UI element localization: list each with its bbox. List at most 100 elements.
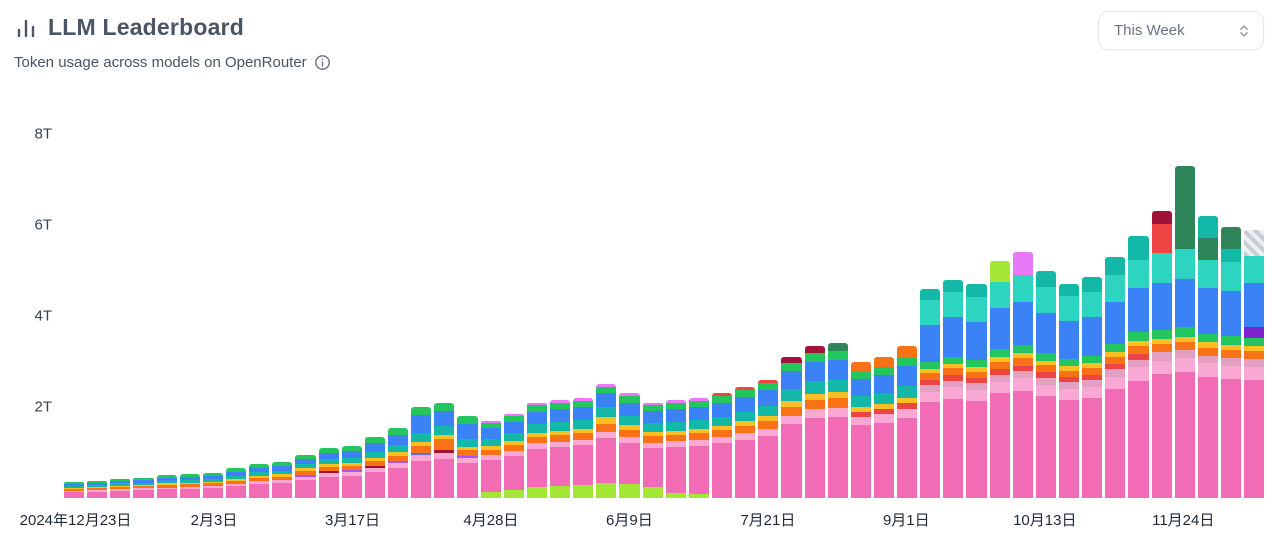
- bar-segment-magenta[interactable]: [596, 384, 617, 388]
- bar-segment-teal[interactable]: [665, 422, 686, 431]
- bar-segment-magenta[interactable]: [1012, 252, 1033, 276]
- chart-bar[interactable]: [364, 134, 385, 498]
- bar-segment-amber[interactable]: [1128, 340, 1149, 347]
- bar-segment-rose[interactable]: [526, 443, 547, 449]
- bar-segment-orange[interactable]: [619, 429, 640, 437]
- bar-segment-rose[interactable]: [1221, 365, 1242, 379]
- chart-bar[interactable]: [249, 134, 270, 498]
- bar-segment-green[interactable]: [480, 423, 501, 429]
- chart-bar[interactable]: [202, 134, 223, 498]
- bar-segment-pink[interactable]: [272, 483, 293, 498]
- timeframe-dropdown[interactable]: This Week: [1098, 11, 1264, 50]
- bar-segment-rose[interactable]: [1059, 388, 1080, 400]
- bar-segment-rose[interactable]: [827, 407, 848, 418]
- bar-segment-pink[interactable]: [503, 455, 524, 490]
- bar-segment-green[interactable]: [966, 359, 987, 368]
- bar-segment-orange[interactable]: [943, 368, 964, 376]
- bar-segment-cyan[interactable]: [920, 300, 941, 325]
- bar-segment-green[interactable]: [526, 405, 547, 412]
- bar-segment-amber[interactable]: [665, 430, 686, 435]
- bar-segment-darkgreen[interactable]: [1221, 227, 1242, 249]
- bar-segment-amber[interactable]: [1012, 352, 1033, 358]
- bar-segment-teal[interactable]: [1221, 248, 1242, 263]
- bar-segment-rose[interactable]: [989, 381, 1010, 394]
- chart-bar[interactable]: [781, 134, 802, 498]
- chart-bar[interactable]: [1012, 134, 1033, 498]
- bar-segment-mauve[interactable]: [1105, 369, 1126, 377]
- bar-segment-orange[interactable]: [711, 430, 733, 438]
- chart-bar[interactable]: [665, 134, 686, 498]
- bar-segment-orange[interactable]: [110, 486, 131, 489]
- bar-segment-blue[interactable]: [503, 422, 524, 434]
- bar-segment-cyan[interactable]: [1082, 291, 1103, 317]
- chart-bar[interactable]: [596, 134, 617, 498]
- bar-segment-pink[interactable]: [665, 447, 686, 494]
- bar-segment-teal[interactable]: [735, 411, 756, 422]
- bar-segment-orange[interactable]: [758, 421, 779, 429]
- bar-segment-red[interactable]: [920, 380, 941, 386]
- bar-segment-mauve[interactable]: [1012, 371, 1033, 379]
- chart-bar[interactable]: [272, 134, 293, 498]
- chart-bar[interactable]: [1244, 134, 1265, 498]
- bar-segment-blue[interactable]: [249, 467, 270, 473]
- bar-segment-rose[interactable]: [850, 417, 871, 426]
- bar-segment-teal[interactable]: [850, 396, 871, 408]
- chart-bar[interactable]: [850, 134, 871, 498]
- bar-segment-green[interactable]: [873, 367, 895, 376]
- bar-segment-rose[interactable]: [272, 480, 293, 483]
- bar-segment-cyan[interactable]: [989, 281, 1010, 309]
- bar-segment-teal[interactable]: [1035, 270, 1057, 288]
- bar-segment-rose[interactable]: [966, 389, 987, 401]
- bar-segment-orange[interactable]: [735, 425, 756, 433]
- bar-segment-orange[interactable]: [1221, 350, 1242, 358]
- bar-segment-orange[interactable]: [920, 373, 941, 381]
- bar-segment-pink[interactable]: [966, 400, 987, 498]
- bar-segment-blue[interactable]: [688, 406, 709, 421]
- bar-segment-pink[interactable]: [225, 486, 247, 498]
- bar-segment-teal[interactable]: [87, 485, 108, 488]
- bar-segment-blue[interactable]: [526, 411, 547, 425]
- bar-segment-amber[interactable]: [642, 432, 663, 437]
- bar-segment-orange[interactable]: [1105, 356, 1126, 364]
- bar-segment-pink[interactable]: [1059, 399, 1080, 498]
- bar-segment-teal[interactable]: [387, 445, 409, 453]
- bar-segment-teal[interactable]: [758, 406, 779, 417]
- chart-bar[interactable]: [1151, 134, 1172, 498]
- bar-segment-teal[interactable]: [202, 479, 223, 483]
- bar-segment-green[interactable]: [619, 396, 640, 403]
- bar-segment-green[interactable]: [897, 357, 918, 367]
- bar-segment-rose[interactable]: [665, 441, 686, 448]
- bar-segment-amber[interactable]: [1059, 366, 1080, 371]
- bar-segment-amber[interactable]: [1197, 342, 1219, 348]
- bar-segment-amber[interactable]: [758, 416, 779, 422]
- bar-segment-amber[interactable]: [966, 367, 987, 372]
- bar-segment-teal[interactable]: [804, 381, 825, 394]
- bar-segment-orange[interactable]: [549, 434, 571, 442]
- bar-segment-rose[interactable]: [711, 437, 733, 444]
- bar-segment-pink[interactable]: [1221, 378, 1242, 498]
- chart-bar[interactable]: [318, 134, 339, 498]
- chart-bar[interactable]: [619, 134, 640, 498]
- bar-segment-rose[interactable]: [64, 490, 85, 493]
- bar-segment-rose[interactable]: [1035, 384, 1057, 397]
- chart-bar[interactable]: [503, 134, 524, 498]
- bar-segment-rose[interactable]: [457, 458, 478, 464]
- bar-segment-rose[interactable]: [1128, 367, 1149, 381]
- bar-segment-rose[interactable]: [781, 415, 802, 425]
- bar-segment-blue[interactable]: [781, 371, 802, 390]
- bar-segment-pink[interactable]: [133, 490, 154, 498]
- bar-segment-mauve[interactable]: [1059, 382, 1080, 389]
- chart-bar[interactable]: [642, 134, 663, 498]
- bar-segment-pink[interactable]: [87, 491, 108, 498]
- bar-segment-orange[interactable]: [387, 455, 409, 462]
- bar-segment-amber[interactable]: [480, 446, 501, 450]
- bar-segment-mauve[interactable]: [1151, 352, 1172, 361]
- bar-segment-pink[interactable]: [156, 489, 177, 498]
- bar-segment-blue[interactable]: [989, 308, 1010, 350]
- bar-segment-amber[interactable]: [387, 452, 409, 456]
- bar-segment-rose[interactable]: [688, 439, 709, 446]
- bar-segment-pink[interactable]: [318, 476, 339, 498]
- bar-segment-pink[interactable]: [526, 448, 547, 488]
- bar-segment-teal[interactable]: [711, 416, 733, 426]
- bar-segment-green[interactable]: [225, 468, 247, 472]
